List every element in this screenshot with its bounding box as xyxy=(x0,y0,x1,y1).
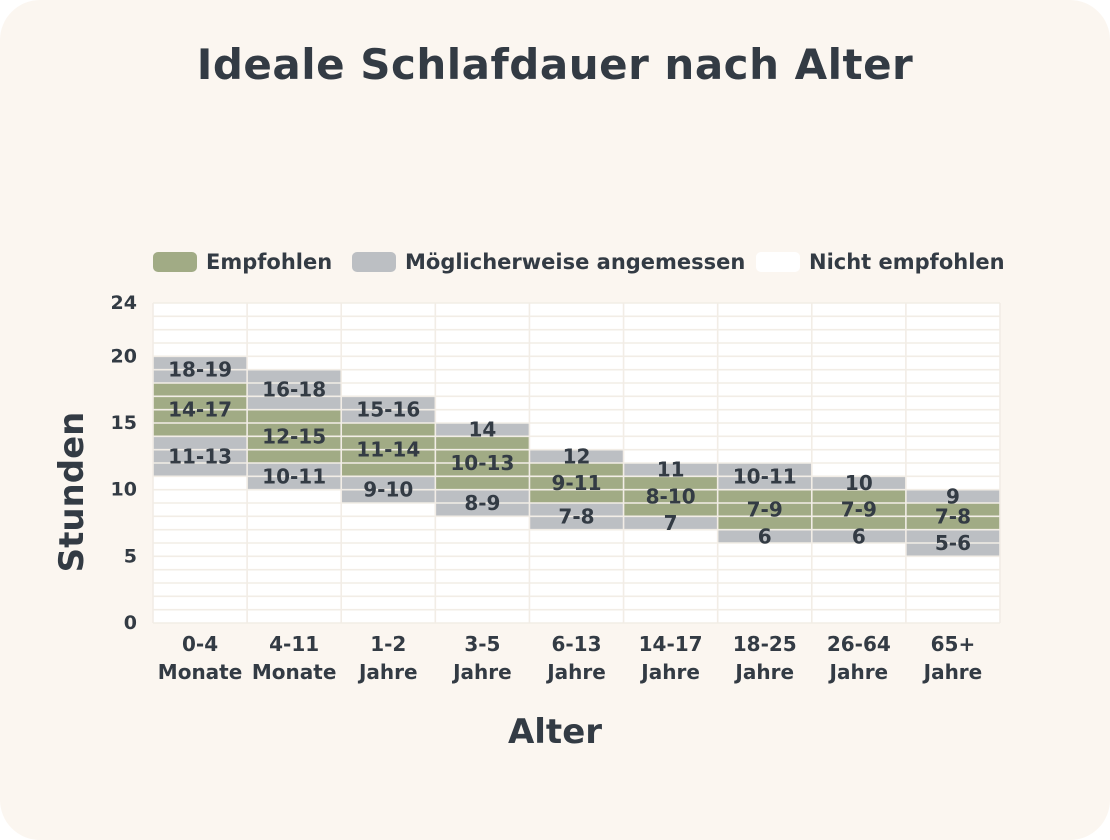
x-tick-label-line2: Jahre xyxy=(639,660,700,684)
x-tick-label-line1: 6-13 xyxy=(551,632,601,656)
legend: Empfohlen Möglicherweise angemessen Nich… xyxy=(0,247,1110,277)
bar-possibly-appropriate-low-6 xyxy=(717,529,812,543)
data-label-high-5: 11 xyxy=(657,458,685,482)
data-label-recommended-0: 14-17 xyxy=(168,398,232,422)
data-label-high-4: 12 xyxy=(563,444,591,468)
bar-possibly-appropriate-high-3 xyxy=(435,423,530,437)
data-label-high-3: 14 xyxy=(468,418,496,442)
data-label-low-7: 6 xyxy=(852,524,866,548)
y-tick-label: 15 xyxy=(111,412,137,434)
legend-swatch-not-recommended xyxy=(756,252,800,272)
x-tick-label-line2: Monate xyxy=(252,660,337,684)
data-label-high-8: 9 xyxy=(946,484,960,508)
data-label-low-0: 11-13 xyxy=(168,444,232,468)
data-label-low-8: 5-6 xyxy=(935,531,971,555)
legend-item-not-recommended: Nicht empfohlen xyxy=(756,247,1005,277)
y-tick-label: 10 xyxy=(111,479,137,501)
legend-item-possibly-appropriate: Möglicherweise angemessen xyxy=(352,247,745,277)
x-tick-label-line2: Jahre xyxy=(451,660,512,684)
legend-label-not-recommended: Nicht empfohlen xyxy=(809,250,1005,274)
y-tick-label: 24 xyxy=(111,292,137,314)
bar-recommended-4 xyxy=(529,463,624,503)
y-tick-label: 20 xyxy=(111,345,137,367)
x-axis-label: Alter xyxy=(507,712,603,752)
bar-possibly-appropriate-low-7 xyxy=(811,529,906,543)
data-label-high-1: 16-18 xyxy=(262,378,326,402)
data-label-high-7: 10 xyxy=(845,471,873,495)
chart-title: Ideale Schlafdauer nach Alter xyxy=(196,40,914,89)
bar-possibly-appropriate-high-7 xyxy=(811,476,906,490)
x-tick-label-line1: 26-64 xyxy=(827,632,891,656)
x-tick-label-line2: Jahre xyxy=(828,660,889,684)
y-tick-label: 0 xyxy=(124,612,137,634)
x-tick-label-line2: Jahre xyxy=(733,660,794,684)
legend-swatch-possibly-appropriate xyxy=(352,252,396,272)
bar-possibly-appropriate-high-1 xyxy=(247,369,342,410)
data-label-recommended-8: 7-8 xyxy=(935,504,971,528)
data-label-recommended-5: 8-10 xyxy=(646,484,696,508)
data-label-low-6: 6 xyxy=(758,524,772,548)
legend-item-recommended: Empfohlen xyxy=(153,247,332,277)
bar-possibly-appropriate-high-4 xyxy=(529,449,624,463)
x-tick-label-line2: Jahre xyxy=(922,660,983,684)
bar-recommended-7 xyxy=(811,489,906,530)
x-tick-label-line1: 3-5 xyxy=(464,632,500,656)
data-label-recommended-7: 7-9 xyxy=(841,498,877,522)
x-tick-label-line1: 0-4 xyxy=(182,632,218,656)
y-tick-label: 5 xyxy=(124,545,137,567)
legend-label-recommended: Empfohlen xyxy=(206,250,333,274)
bar-possibly-appropriate-high-5 xyxy=(623,463,718,477)
data-label-low-4: 7-8 xyxy=(558,504,594,528)
bar-possibly-appropriate-high-8 xyxy=(905,489,1000,503)
data-label-recommended-2: 11-14 xyxy=(356,438,420,462)
data-label-low-2: 9-10 xyxy=(363,478,413,502)
bar-recommended-6 xyxy=(717,489,812,530)
y-axis-label: Stunden xyxy=(52,411,92,573)
x-tick-label-line1: 18-25 xyxy=(733,632,797,656)
bar-possibly-appropriate-low-5 xyxy=(623,516,718,530)
x-tick-label-line1: 65+ xyxy=(931,632,976,656)
data-label-low-5: 7 xyxy=(664,511,678,535)
data-label-recommended-1: 12-15 xyxy=(262,424,326,448)
x-tick-label-line1: 4-11 xyxy=(269,632,319,656)
x-tick-label-line2: Monate xyxy=(158,660,243,684)
x-tick-label-line2: Jahre xyxy=(357,660,418,684)
x-tick-label-line2: Jahre xyxy=(545,660,606,684)
bar-possibly-appropriate-low-0 xyxy=(153,436,248,477)
legend-label-possibly-appropriate: Möglicherweise angemessen xyxy=(405,250,746,274)
data-label-high-0: 18-19 xyxy=(168,358,232,382)
data-label-low-1: 10-11 xyxy=(262,464,326,488)
x-tick-label-line1: 14-17 xyxy=(639,632,703,656)
data-label-low-3: 8-9 xyxy=(464,491,500,515)
data-label-high-6: 10-11 xyxy=(733,464,797,488)
data-label-recommended-6: 7-9 xyxy=(747,498,783,522)
data-label-high-2: 15-16 xyxy=(356,398,420,422)
legend-swatch-recommended xyxy=(153,252,197,272)
bar-recommended-5 xyxy=(623,476,718,517)
x-tick-label-line1: 1-2 xyxy=(370,632,406,656)
data-label-recommended-3: 10-13 xyxy=(450,451,514,475)
data-label-recommended-4: 9-11 xyxy=(551,471,601,495)
